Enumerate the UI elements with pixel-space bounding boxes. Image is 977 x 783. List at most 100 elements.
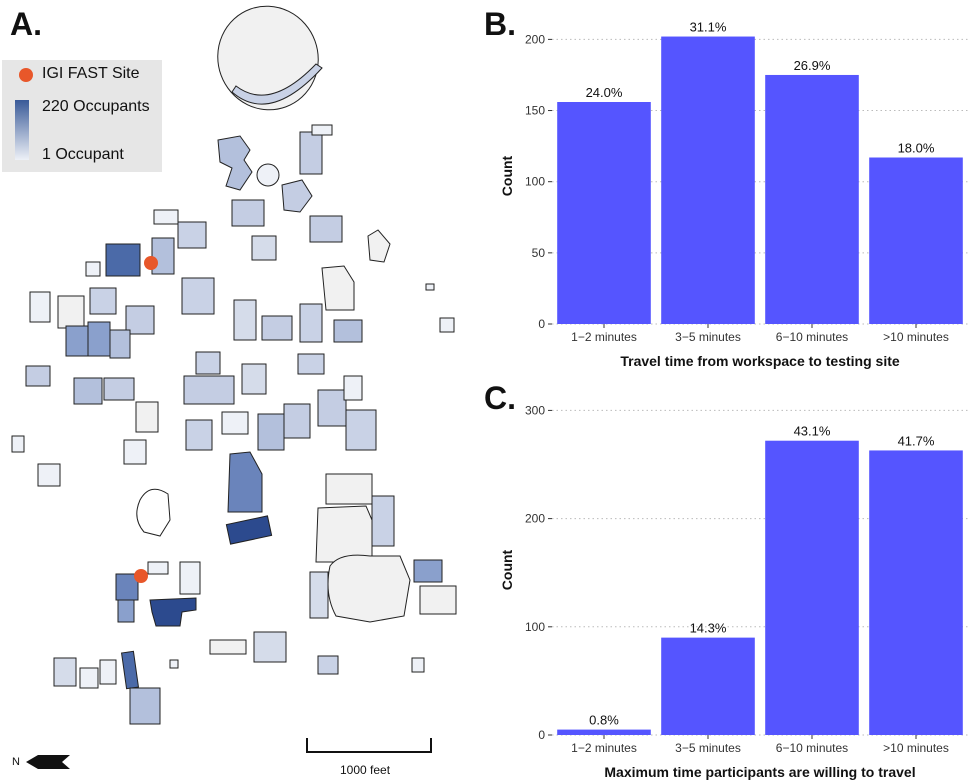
panel-label-c: C. <box>484 380 516 416</box>
building <box>309 215 343 243</box>
building <box>153 209 179 225</box>
building <box>283 403 311 439</box>
x-axis-title: Travel time from workspace to testing si… <box>620 353 900 369</box>
y-tick-label: 150 <box>525 104 545 118</box>
building <box>87 321 111 357</box>
building <box>135 401 159 433</box>
building <box>136 488 171 537</box>
building <box>411 657 425 673</box>
building <box>241 363 267 395</box>
map-legend: IGI FAST Site 220 Occupants 1 Occupant <box>2 60 162 172</box>
building <box>311 124 333 136</box>
building <box>261 315 293 341</box>
building <box>120 650 140 690</box>
building <box>29 291 51 323</box>
data-label: 14.3% <box>690 621 727 636</box>
chart-c: 0 100 200 300 0.8% 1−2 minutes 14.3% 3−5 minute… <box>499 403 968 780</box>
building <box>333 319 363 343</box>
building <box>181 277 215 315</box>
building <box>317 655 339 675</box>
building <box>149 597 197 627</box>
x-tick-label: 6−10 minutes <box>776 741 848 755</box>
building <box>367 229 391 263</box>
building <box>345 409 377 451</box>
building <box>419 585 457 615</box>
bar <box>661 637 755 735</box>
building <box>79 667 99 689</box>
building <box>309 571 329 619</box>
building <box>299 303 323 343</box>
y-tick-label: 200 <box>525 512 545 526</box>
bar <box>557 729 651 735</box>
x-tick-label: 3−5 minutes <box>675 741 741 755</box>
bar <box>869 157 963 324</box>
building <box>125 305 155 335</box>
x-tick-label: >10 minutes <box>883 741 949 755</box>
site-dot-icon <box>19 68 33 82</box>
building <box>85 261 101 277</box>
data-label: 24.0% <box>586 85 623 100</box>
building <box>53 657 77 687</box>
building <box>257 413 285 451</box>
building <box>251 235 277 261</box>
building <box>109 329 131 359</box>
data-label: 41.7% <box>898 433 935 448</box>
campus-map <box>11 5 457 769</box>
x-tick-label: 3−5 minutes <box>675 330 741 344</box>
building <box>281 179 313 213</box>
building <box>221 411 249 435</box>
building <box>177 221 207 249</box>
chart-b: 0 50 100 150 200 24.0% 1−2 minutes 31.1% 3−5 min… <box>499 20 968 369</box>
y-axis-title: Count <box>499 155 515 196</box>
y-tick-label: 50 <box>532 246 546 260</box>
building <box>183 375 235 405</box>
fast-site-marker <box>144 256 158 270</box>
y-tick-label: 200 <box>525 32 545 46</box>
building <box>73 377 103 405</box>
building <box>231 199 265 227</box>
building <box>25 365 51 387</box>
building <box>315 505 373 563</box>
building <box>227 451 263 513</box>
building <box>343 375 363 401</box>
building <box>327 554 411 623</box>
y-tick-label: 0 <box>538 317 545 331</box>
building <box>325 473 373 505</box>
data-label: 0.8% <box>589 713 619 728</box>
bar <box>661 36 755 325</box>
x-tick-label: 1−2 minutes <box>571 741 637 755</box>
x-tick-label: >10 minutes <box>883 330 949 344</box>
building <box>65 325 89 357</box>
building <box>256 163 280 187</box>
building <box>195 351 221 375</box>
building <box>297 353 325 375</box>
building <box>103 377 135 401</box>
building <box>37 463 61 487</box>
building <box>151 237 175 275</box>
panel-label-b: B. <box>484 6 516 42</box>
x-tick-label: 1−2 minutes <box>571 330 637 344</box>
data-label: 18.0% <box>898 141 935 156</box>
north-label: N <box>12 756 20 768</box>
x-axis-title: Maximum time participants are willing to… <box>604 764 915 780</box>
building <box>57 295 85 329</box>
bar <box>869 450 963 735</box>
fast-site-marker <box>134 569 148 583</box>
building <box>439 317 455 333</box>
building <box>99 659 117 685</box>
building <box>117 599 135 623</box>
building <box>217 135 253 191</box>
legend-site-label: IGI FAST Site <box>42 65 140 82</box>
building <box>185 419 213 451</box>
y-tick-label: 100 <box>525 175 545 189</box>
building <box>225 515 273 545</box>
y-axis-title: Count <box>499 549 515 590</box>
building <box>317 389 347 427</box>
building <box>123 439 147 465</box>
building <box>89 287 117 315</box>
building <box>413 559 443 583</box>
north-arrow-icon <box>26 755 70 769</box>
building <box>233 299 257 341</box>
building <box>321 265 355 311</box>
scale-label: 1000 feet <box>340 763 391 777</box>
